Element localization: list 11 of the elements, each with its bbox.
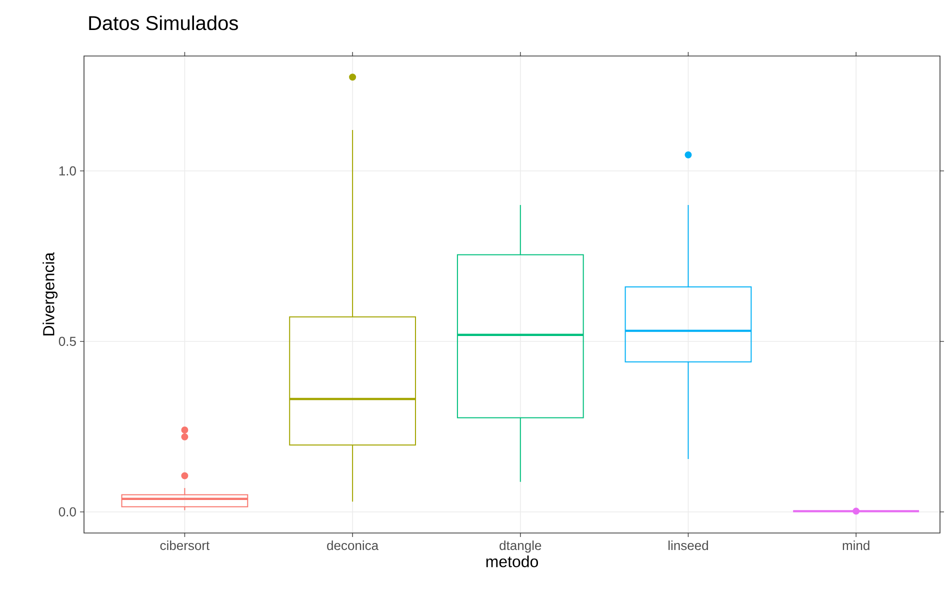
- x-tick-label: dtangle: [500, 540, 542, 553]
- x-tick-label: linseed: [668, 540, 708, 550]
- y-tick-label: 1.0: [59, 166, 76, 176]
- x-axis-title: metodo: [486, 556, 538, 568]
- y-tick-label: 0.5: [58, 336, 76, 346]
- y-tick-label: 0.0: [58, 507, 76, 516]
- x-tick-label: deconica: [327, 540, 379, 550]
- chart-title: Datos Simulados: [89, 16, 238, 30]
- x-tick-label: cibersort: [160, 540, 210, 550]
- x-tick-label: mind: [842, 540, 870, 550]
- y-axis-title: Divergencia: [42, 252, 58, 336]
